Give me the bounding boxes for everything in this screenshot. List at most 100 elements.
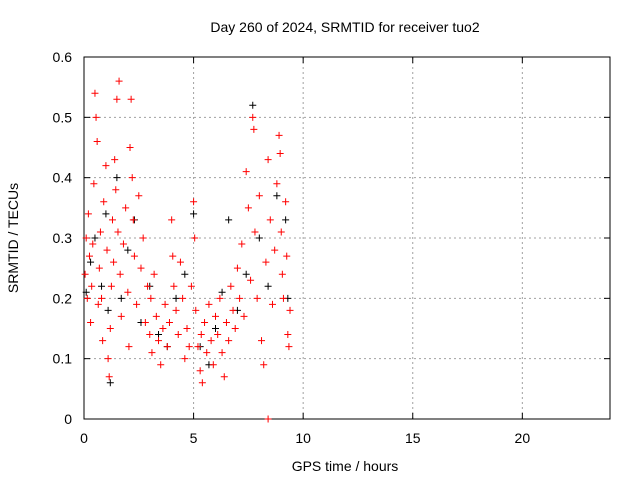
data-point <box>122 204 130 212</box>
data-point <box>284 331 292 339</box>
data-point <box>260 361 268 369</box>
data-point <box>113 95 121 103</box>
data-point <box>231 325 239 332</box>
data-point <box>114 228 122 236</box>
x-tick-label: 20 <box>515 430 531 446</box>
data-point <box>187 282 195 290</box>
data-point <box>181 355 189 363</box>
data-point <box>282 198 290 206</box>
data-point <box>183 325 191 332</box>
data-point <box>117 312 125 320</box>
data-point <box>107 282 115 290</box>
data-point <box>278 270 286 278</box>
data-point <box>190 198 198 206</box>
data-point <box>84 210 92 218</box>
data-point <box>268 300 276 308</box>
y-tick-label: 0.5 <box>53 109 73 125</box>
series-all <box>82 101 292 387</box>
y-tick-label: 0.3 <box>53 230 73 246</box>
data-point <box>159 325 167 332</box>
data-point <box>172 306 180 314</box>
data-point <box>89 240 97 248</box>
data-point <box>212 325 219 332</box>
data-point <box>244 204 252 212</box>
data-point <box>227 282 235 290</box>
data-point <box>137 264 145 272</box>
x-tick-label: 10 <box>295 430 311 446</box>
data-point <box>146 331 154 339</box>
data-point <box>110 258 118 266</box>
data-point <box>165 318 173 326</box>
data-point <box>176 258 184 266</box>
data-point <box>286 306 294 314</box>
data-point <box>124 288 132 296</box>
data-point <box>102 210 110 218</box>
data-point <box>273 180 281 188</box>
data-point <box>113 174 121 182</box>
data-point <box>247 276 255 284</box>
x-axis-label: GPS time / hours <box>292 458 399 474</box>
data-point <box>105 373 113 381</box>
x-tick-label: 5 <box>190 430 198 446</box>
data-point <box>197 331 205 339</box>
data-point <box>266 216 274 224</box>
data-point <box>106 325 114 332</box>
data-point <box>262 258 270 266</box>
data-point <box>85 252 93 260</box>
data-point <box>93 137 101 145</box>
data-point <box>218 349 226 357</box>
series-red <box>81 77 294 423</box>
data-point <box>94 300 102 308</box>
data-point <box>98 282 106 290</box>
data-point <box>181 270 189 278</box>
y-tick-label: 0.4 <box>53 170 73 186</box>
data-point <box>81 270 89 278</box>
data-point <box>174 331 182 339</box>
data-point <box>225 216 233 224</box>
data-point <box>275 131 283 139</box>
data-point <box>129 216 137 224</box>
data-point <box>242 270 250 278</box>
data-point <box>205 300 213 308</box>
data-point <box>172 294 180 302</box>
data-point <box>144 282 152 290</box>
data-point <box>264 282 272 290</box>
data-point <box>255 234 263 242</box>
data-point <box>168 216 176 224</box>
data-point <box>157 361 165 369</box>
data-point <box>214 331 222 339</box>
y-tick-label: 0.6 <box>53 49 73 65</box>
data-point <box>91 234 99 242</box>
data-point <box>82 234 90 242</box>
data-point <box>251 228 259 236</box>
data-point <box>225 337 233 345</box>
data-point <box>220 373 228 381</box>
ticks: 0 0.1 0.2 0.3 0.4 0.5 0.6 0 5 10 15 20 <box>53 49 610 446</box>
data-point <box>100 198 108 206</box>
data-point <box>185 343 193 351</box>
data-point <box>236 294 244 302</box>
data-point <box>207 337 215 345</box>
y-tick-label: 0 <box>64 411 72 427</box>
data-point <box>222 318 230 326</box>
data-point <box>229 306 237 314</box>
data-point <box>124 246 132 254</box>
data-point <box>117 294 125 302</box>
data-point <box>249 113 257 121</box>
data-point <box>115 77 123 85</box>
data-point <box>201 318 209 326</box>
data-point <box>192 306 200 314</box>
x-tick-label: 0 <box>80 430 88 446</box>
y-tick-label: 0.2 <box>53 290 73 306</box>
data-point <box>95 264 103 272</box>
data-point <box>216 294 224 302</box>
data-point <box>240 312 248 320</box>
data-point <box>90 180 98 188</box>
data-point <box>249 101 257 109</box>
data-point <box>139 234 147 242</box>
data-point <box>127 95 135 103</box>
data-point <box>112 186 120 194</box>
data-point <box>170 282 178 290</box>
data-point <box>279 294 287 302</box>
